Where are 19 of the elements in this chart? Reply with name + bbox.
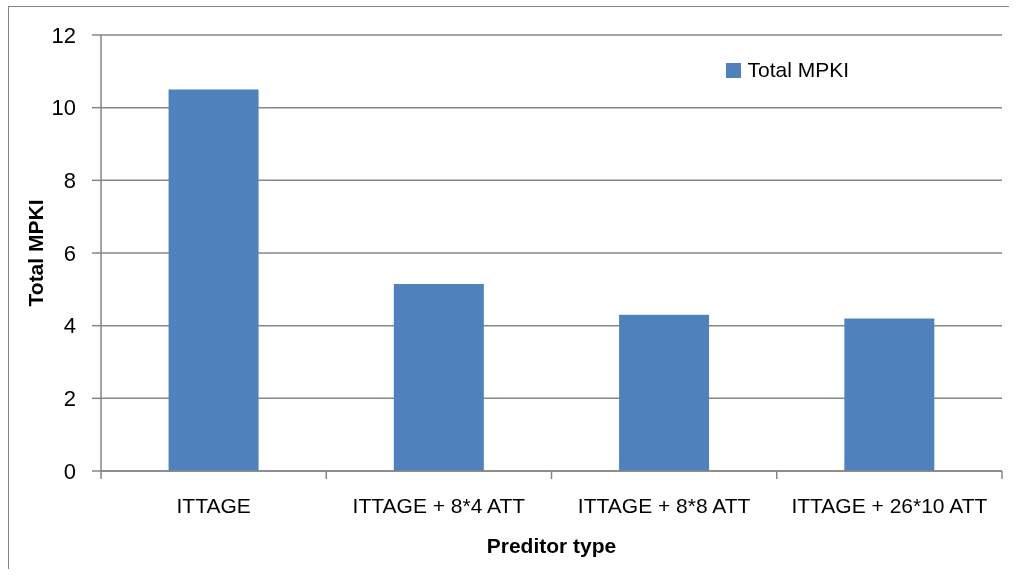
bar xyxy=(168,89,259,471)
bar xyxy=(844,318,935,471)
x-tick-label: ITTAGE + 26*10 ATT xyxy=(791,494,988,517)
y-tick-label: 8 xyxy=(63,168,76,194)
bar xyxy=(393,283,484,471)
y-tick-label: 2 xyxy=(63,386,76,412)
y-tick-label: 10 xyxy=(51,95,76,121)
y-tick-label: 4 xyxy=(63,313,76,339)
y-tick-label: 6 xyxy=(63,240,76,266)
y-tick-label: 12 xyxy=(51,22,76,48)
y-axis-title: Total MPKI xyxy=(23,199,47,307)
frame: Total MPKI Preditor type Total MPKI ITTAGE ITTAGE + 8*4 ATT ITTAGE + 8*8 ATT ITTAGE + 26*10 ATT 0 2 4 6 8 10 12 xyxy=(8,6,1009,569)
x-tick-label: ITTAGE xyxy=(176,494,251,517)
x-tick-label: ITTAGE + 8*8 ATT xyxy=(577,494,751,517)
legend-label: Total MPKI xyxy=(747,58,849,82)
x-tick-label: ITTAGE + 8*4 ATT xyxy=(352,494,526,517)
bar xyxy=(619,314,710,471)
x-axis-title: Preditor type xyxy=(486,534,617,557)
y-tick-label: 0 xyxy=(63,458,76,484)
